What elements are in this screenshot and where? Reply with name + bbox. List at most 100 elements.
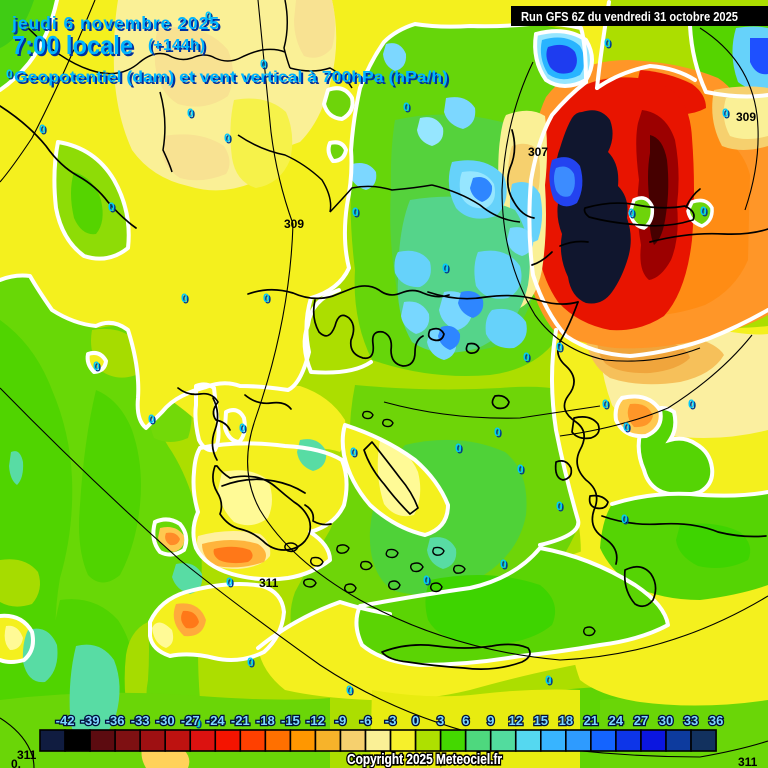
svg-text:311: 311 [259,576,279,590]
svg-text:0: 0 [95,361,102,375]
svg-text:Geopotentiel (dam) et vent ver: Geopotentiel (dam) et vent vertical à 70… [16,71,450,88]
svg-text:0: 0 [722,106,729,120]
svg-text:0: 0 [183,293,190,307]
svg-text:0: 0 [150,414,157,428]
svg-text:0: 0 [494,425,501,439]
svg-text:21: 21 [584,713,598,728]
svg-text:309: 309 [284,217,304,231]
svg-text:-18: -18 [256,713,275,728]
svg-text:6: 6 [462,713,469,728]
svg-text:0: 0 [194,716,201,730]
svg-text:0: 0 [263,291,270,305]
svg-text:30: 30 [659,713,673,728]
svg-text:0: 0 [412,713,419,728]
svg-text:0: 0 [354,207,361,221]
svg-text:24: 24 [609,713,624,728]
svg-text:-12: -12 [306,713,325,728]
svg-text:0: 0 [224,131,231,145]
svg-text:-42: -42 [56,713,75,728]
svg-text:0: 0 [558,342,565,356]
svg-text:-15: -15 [281,713,300,728]
svg-text:0: 0 [39,122,46,136]
svg-text:(+144h): (+144h) [148,37,205,54]
svg-text:0: 0 [187,106,194,120]
svg-text:0: 0 [517,462,524,476]
svg-text:Copyright 2025 Meteociel.fr: Copyright 2025 Meteociel.fr [347,752,502,768]
svg-text:0: 0 [239,421,246,435]
svg-text:0: 0 [625,422,632,436]
svg-text:15: 15 [534,713,548,728]
svg-text:0: 0 [148,412,155,426]
svg-text:0: 0 [525,352,532,366]
svg-text:0: 0 [630,208,637,222]
svg-text:0: 0 [196,718,203,732]
svg-text:311: 311 [17,748,37,762]
svg-text:0: 0 [556,340,563,354]
svg-text:Run GFS 6Z du vendredi 31 octo: Run GFS 6Z du vendredi 31 octobre 2025 [521,9,738,24]
svg-text:Geopotentiel (dam) et vent ver: Geopotentiel (dam) et vent vertical à 70… [14,69,448,86]
svg-text:307: 307 [528,145,548,159]
svg-text:0: 0 [262,59,269,73]
svg-text:-36: -36 [106,713,125,728]
svg-text:Copyright 2025 Meteociel.fr: Copyright 2025 Meteociel.fr [347,752,502,768]
svg-text:33: 33 [684,713,698,728]
svg-text:-3: -3 [385,713,397,728]
svg-text:0: 0 [6,67,13,81]
svg-text:0: 0 [457,443,464,457]
svg-text:0: 0 [724,108,731,122]
svg-text:9: 9 [487,713,494,728]
svg-text:0: 0 [690,399,697,413]
svg-text:0: 0 [93,359,100,373]
svg-text:0: 0 [425,575,432,589]
svg-text:18: 18 [559,713,573,728]
svg-text:0: 0 [249,657,256,671]
svg-text:311: 311 [738,755,758,768]
svg-text:0: 0 [189,108,196,122]
svg-text:0: 0 [41,124,48,138]
svg-text:0: 0 [260,57,267,71]
svg-text:0: 0 [604,36,611,50]
svg-text:0: 0 [226,133,233,147]
svg-text:0: 0 [352,447,359,461]
svg-text:0: 0 [604,399,611,413]
svg-text:0: 0 [702,206,709,220]
svg-text:(+144h): (+144h) [150,39,207,56]
svg-text:-21: -21 [231,713,250,728]
svg-text:0: 0 [228,577,235,591]
svg-text:-24: -24 [206,713,226,728]
svg-text:-39: -39 [81,713,100,728]
svg-text:0: 0 [502,559,509,573]
svg-text:0: 0 [606,38,613,52]
svg-text:27: 27 [634,713,648,728]
svg-text:0: 0 [558,501,565,515]
svg-text:0: 0 [181,291,188,305]
svg-text:0: 0 [455,441,462,455]
svg-text:0: 0 [700,204,707,218]
svg-text:12: 12 [509,713,523,728]
svg-text:jeudi 6 novembre 2025: jeudi 6 novembre 2025 [11,13,219,33]
svg-text:0: 0 [623,514,630,528]
svg-text:-6: -6 [360,713,372,728]
svg-text:0: 0 [621,512,628,526]
svg-text:0: 0 [523,350,530,364]
svg-text:0: 0 [444,263,451,277]
svg-text:7:00 locale: 7:00 locale [14,32,135,62]
svg-text:0: 0 [545,673,552,687]
svg-text:0: 0 [265,293,272,307]
svg-text:7:00 locale: 7:00 locale [12,30,133,60]
svg-text:0: 0 [110,202,117,216]
svg-text:-9: -9 [335,713,347,728]
svg-text:0: 0 [688,397,695,411]
svg-text:0: 0 [346,683,353,697]
svg-text:0: 0 [350,445,357,459]
svg-text:0: 0 [207,11,214,25]
svg-text:0: 0 [628,206,635,220]
svg-text:0: 0 [108,200,115,214]
svg-text:-33: -33 [131,713,150,728]
svg-text:0: 0 [519,464,526,478]
svg-text:0: 0 [496,427,503,441]
svg-text:0: 0 [556,499,563,513]
svg-text:0: 0 [547,675,554,689]
svg-text:0: 0 [226,575,233,589]
svg-text:-27: -27 [181,713,200,728]
